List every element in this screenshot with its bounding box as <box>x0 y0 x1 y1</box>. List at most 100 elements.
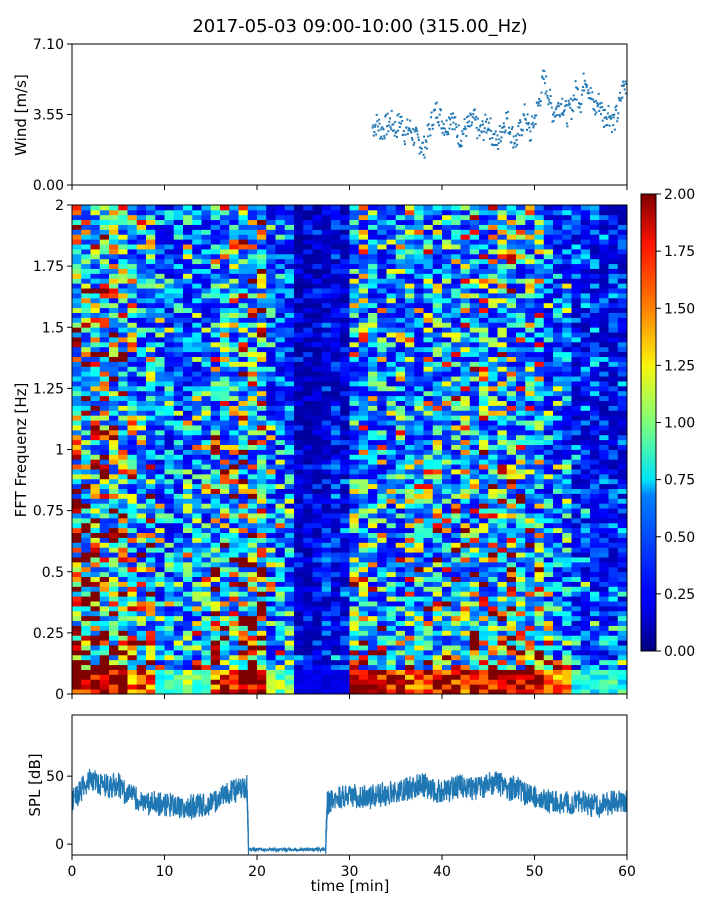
heatmap-cell <box>266 522 276 529</box>
heatmap-cell <box>118 640 128 646</box>
heatmap-cell <box>469 454 480 460</box>
heatmap-cell <box>127 244 138 250</box>
heatmap-cell <box>201 376 212 382</box>
heatmap-cell <box>81 601 91 607</box>
heatmap-cell <box>266 405 276 411</box>
heatmap-cell <box>192 571 202 578</box>
wind-point <box>504 129 507 132</box>
heatmap-cell <box>312 381 323 387</box>
heatmap-cell <box>331 415 341 421</box>
heatmap-cell <box>173 293 184 299</box>
wind-point <box>446 130 449 133</box>
heatmap-cell <box>238 219 249 225</box>
heatmap-cell <box>210 327 221 333</box>
heatmap-cell <box>312 625 323 631</box>
heatmap-cell <box>460 537 471 543</box>
heatmap-cell <box>321 337 332 343</box>
heatmap-cell <box>451 444 461 450</box>
heatmap-cell <box>266 684 276 690</box>
heatmap-cell <box>340 302 350 309</box>
heatmap-cell <box>414 395 424 401</box>
heatmap-cell <box>405 449 415 455</box>
heatmap-cell <box>303 385 313 392</box>
wind-point <box>616 117 619 120</box>
heatmap-cell <box>146 429 156 436</box>
heatmap-cell <box>451 669 461 675</box>
heatmap-cell <box>368 229 378 235</box>
heatmap-cell <box>386 561 397 568</box>
heatmap-cell <box>377 268 387 274</box>
heatmap-cell <box>247 493 258 499</box>
heatmap-cell <box>423 429 434 436</box>
heatmap-cell <box>136 659 147 666</box>
heatmap-cell <box>146 605 156 612</box>
heatmap-cell <box>432 615 443 622</box>
heatmap-cell <box>136 405 147 411</box>
heatmap-cell <box>432 371 443 377</box>
heatmap-cell <box>109 395 119 401</box>
heatmap-cell <box>238 268 249 274</box>
heatmap-cell <box>109 420 119 426</box>
heatmap-cell <box>146 473 156 480</box>
heatmap-cell <box>423 405 434 411</box>
heatmap-cell <box>469 576 480 582</box>
heatmap-cell <box>479 498 489 504</box>
heatmap-cell <box>266 557 276 563</box>
heatmap-cell <box>405 351 415 357</box>
heatmap-cell <box>368 258 378 265</box>
heatmap-cell <box>395 557 406 563</box>
heatmap-cell <box>284 288 295 294</box>
heatmap-cell <box>173 439 184 446</box>
heatmap-cell <box>266 434 276 441</box>
wind-point <box>471 121 474 124</box>
heatmap-cell <box>294 552 304 558</box>
heatmap-cell <box>183 645 193 651</box>
heatmap-cell <box>90 356 101 362</box>
heatmap-cell <box>377 679 387 685</box>
heatmap-cell <box>321 649 332 656</box>
heatmap-cell <box>247 302 258 309</box>
heatmap-cell <box>442 478 452 485</box>
heatmap-cell <box>155 288 165 294</box>
heatmap-cell <box>423 640 434 646</box>
heatmap-cell <box>257 469 267 475</box>
heatmap-cell <box>303 312 313 318</box>
heatmap-cell <box>220 219 230 225</box>
heatmap-cell <box>395 566 406 573</box>
heatmap-cell <box>192 645 202 651</box>
heatmap-cell <box>340 351 350 357</box>
heatmap-cell <box>405 596 415 602</box>
wind-point <box>539 104 542 107</box>
heatmap-cell <box>349 376 360 382</box>
heatmap-cell <box>90 684 101 690</box>
heatmap-cell <box>81 307 91 313</box>
heatmap-cell <box>442 312 452 318</box>
heatmap-cell <box>238 684 249 690</box>
heatmap-cell <box>220 610 230 617</box>
heatmap-cell <box>99 547 110 553</box>
heatmap-cell <box>386 293 397 299</box>
wind-point <box>452 121 455 124</box>
heatmap-cell <box>257 273 267 279</box>
heatmap-cell <box>479 415 489 421</box>
heatmap-cell <box>284 410 295 416</box>
heatmap-cell <box>90 425 101 431</box>
heatmap-cell <box>109 415 119 421</box>
heatmap-cell <box>220 640 230 646</box>
heatmap-cell <box>368 473 378 480</box>
heatmap-cell <box>312 209 323 216</box>
heatmap-cell <box>414 449 424 455</box>
heatmap-cell <box>349 513 360 519</box>
heatmap-cell <box>247 341 258 348</box>
heatmap-cell <box>432 297 443 304</box>
heatmap-cell <box>118 473 128 480</box>
heatmap-cell <box>423 571 434 578</box>
heatmap-cell <box>321 327 332 333</box>
heatmap-cell <box>460 224 471 230</box>
heatmap-cell <box>377 625 387 631</box>
heatmap-cell <box>340 415 350 421</box>
heatmap-cell <box>312 630 323 636</box>
heatmap-cell <box>99 469 110 475</box>
heatmap-cell <box>81 557 91 563</box>
heatmap-cell <box>183 513 193 519</box>
